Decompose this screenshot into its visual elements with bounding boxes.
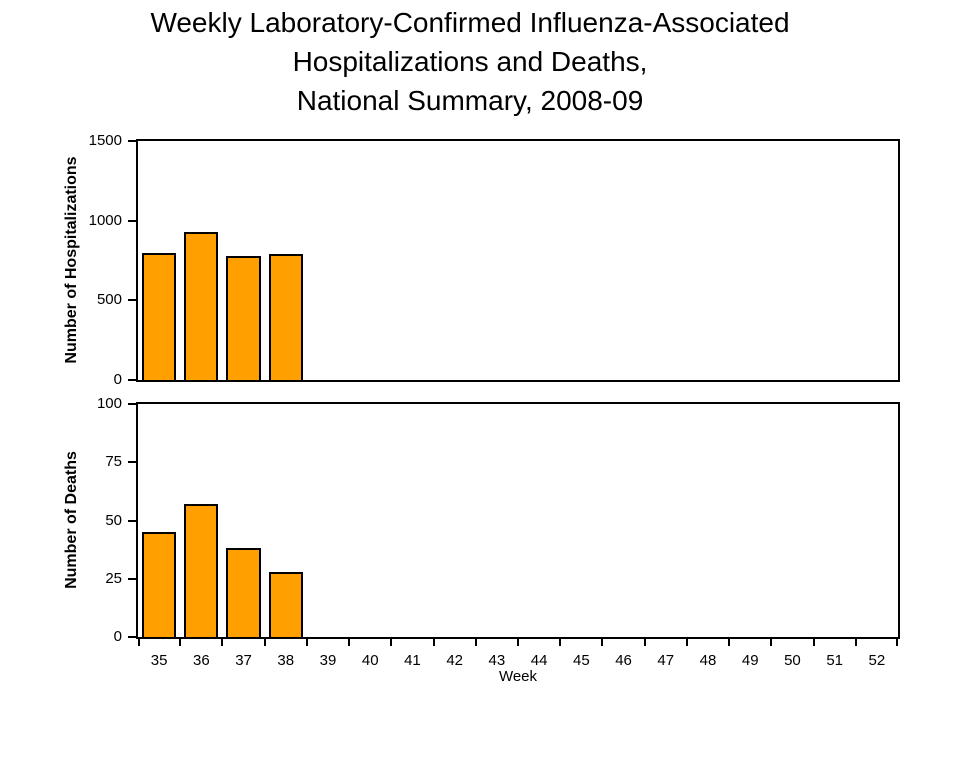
y-axis-tick [128, 519, 136, 522]
x-axis-tick [221, 639, 224, 646]
x-axis-tick [432, 639, 435, 646]
x-axis-tick [348, 639, 351, 646]
x-axis-tick [601, 639, 604, 646]
y-axis-tick-label: 100 [96, 395, 122, 412]
x-axis-tick-label-week-48: 48 [699, 652, 717, 669]
y-axis-tick-label: 0 [113, 371, 122, 388]
x-axis-tick-label-week-51: 51 [826, 652, 843, 669]
plot-area-hospitalizations [136, 139, 900, 382]
x-axis-tick [728, 639, 731, 646]
x-axis-tick [305, 639, 308, 646]
x-axis-tick [263, 639, 266, 646]
plot-area-deaths [136, 402, 900, 639]
x-axis-tick-label-week-44: 44 [530, 652, 548, 669]
x-axis-tick [812, 639, 815, 646]
chart-title-line-3: National Summary, 2008-09 [296, 85, 644, 116]
y-axis-tick [128, 140, 136, 142]
x-axis-title-week: Week [498, 668, 538, 685]
chart-title-line-1: Weekly Laboratory-Confirmed Influenza-As… [150, 7, 790, 38]
x-axis-tick-label-week-37: 37 [235, 652, 252, 669]
y-axis-tick [128, 461, 136, 464]
y-axis-tick-label: 1000 [88, 211, 122, 229]
x-axis-tick-label-week-40: 40 [361, 652, 379, 669]
bar-week-35 [142, 532, 177, 637]
x-axis-tick [517, 639, 519, 646]
bar-week-35 [142, 252, 177, 380]
x-axis-tick [390, 639, 393, 646]
x-axis-tick [854, 639, 857, 646]
x-axis-tick-label-week-36: 36 [192, 652, 210, 669]
bar-week-38 [268, 254, 303, 380]
y-axis-tick [128, 299, 136, 302]
x-axis-tick-label-week-35: 35 [150, 652, 168, 669]
y-axis-tick [128, 379, 136, 381]
x-axis-tick [179, 639, 182, 646]
y-axis-tick-label: 50 [105, 511, 122, 529]
y-axis-tick [128, 577, 136, 580]
x-axis-tick [896, 639, 898, 646]
y-axis-tick-label: 25 [105, 569, 122, 587]
y-axis-tick-label: 75 [105, 453, 122, 471]
x-axis-tick-label-week-43: 43 [488, 652, 506, 669]
y-axis-tick-label: 500 [96, 291, 122, 309]
bar-week-38 [268, 571, 303, 637]
x-axis-tick [643, 639, 646, 646]
x-axis-tick-label-week-38: 38 [277, 652, 295, 669]
bar-week-36 [184, 504, 219, 637]
y-axis-tick-label: 0 [113, 628, 122, 645]
x-axis-tick-label-week-41: 41 [404, 652, 421, 669]
x-axis-tick-label-week-39: 39 [319, 652, 337, 669]
x-axis-tick-label-week-49: 49 [741, 652, 759, 669]
x-axis-tick-label-week-52: 52 [868, 652, 886, 669]
x-axis-tick-label-week-46: 46 [615, 652, 632, 669]
x-axis-tick-label-week-50: 50 [784, 652, 801, 669]
bar-week-37 [226, 548, 261, 637]
chart-title: Weekly Laboratory-Confirmed Influenza-As… [0, 3, 940, 120]
y-axis-tick [128, 403, 136, 405]
x-axis-tick [138, 639, 140, 646]
bar-week-36 [184, 231, 219, 380]
x-axis-tick [770, 639, 773, 646]
y-axis-title-hospitalizations: Number of Hospitalizations [63, 156, 80, 364]
x-axis-tick [559, 639, 562, 646]
x-axis-tick-label-week-42: 42 [446, 652, 463, 669]
y-axis-tick-label: 1500 [88, 132, 122, 149]
x-axis-tick [685, 639, 688, 646]
y-axis-tick [128, 219, 136, 222]
bar-week-37 [226, 255, 261, 380]
x-axis-tick-label-week-47: 47 [657, 652, 675, 669]
y-axis-tick [128, 636, 136, 638]
x-axis-tick [474, 639, 477, 646]
x-axis-tick-label-week-45: 45 [572, 652, 590, 669]
chart-title-line-2: Hospitalizations and Deaths, [292, 46, 648, 77]
